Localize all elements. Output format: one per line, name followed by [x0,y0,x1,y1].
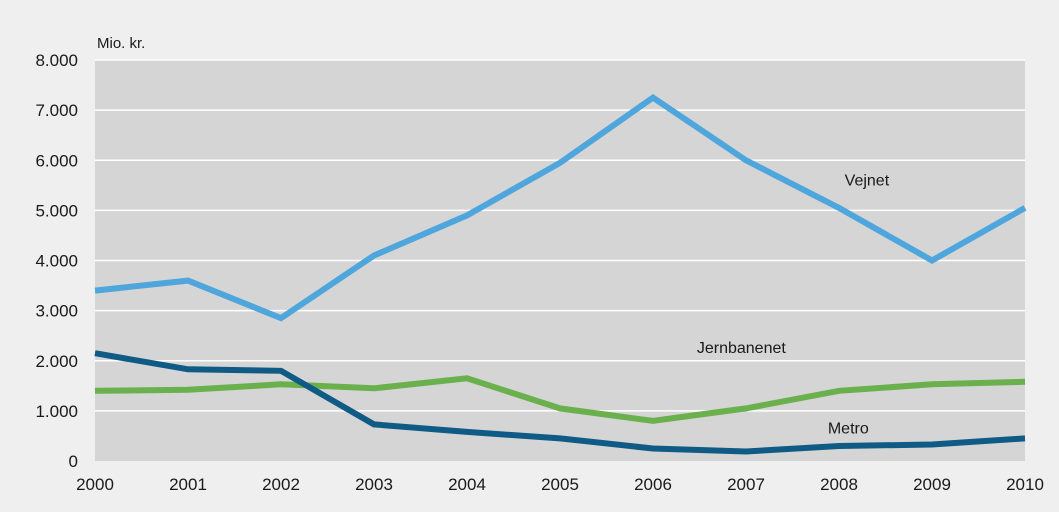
series-labels: Vejnet Jernbanenet Metro [697,172,890,437]
y-axis-ticks: 0 1.000 2.000 3.000 4.000 5.000 6.000 7.000 8.00… [35,51,78,471]
y-axis-unit-label: Mio. kr. [97,35,145,52]
y-tick-label: 4.000 [35,252,78,271]
series-label-vejnet: Vejnet [845,172,890,189]
x-tick-label: 2010 [1006,475,1044,494]
series-label-jernbanenet: Jernbanenet [697,340,787,357]
x-tick-label: 2001 [169,475,207,494]
x-axis-ticks: 2000 2001 2002 2003 2004 2005 2006 2007 2008 2009… [76,475,1044,494]
x-tick-label: 2008 [820,475,858,494]
y-tick-label: 8.000 [35,51,78,70]
y-tick-label: 5.000 [35,201,78,220]
x-tick-label: 2009 [913,475,951,494]
y-tick-label: 1.000 [35,402,78,421]
series-line-jernbanenet [94,375,1026,424]
x-tick-label: 2005 [541,475,579,494]
x-tick-label: 2004 [448,475,486,494]
series-line-vejnet [94,93,1027,322]
series-line-metro [94,350,1026,455]
x-tick-label: 2006 [634,475,672,494]
y-tick-label: 0 [69,452,78,471]
x-tick-label: 2003 [355,475,393,494]
y-tick-label: 3.000 [35,302,78,321]
series-lines [94,93,1027,455]
x-tick-label: 2007 [727,475,765,494]
series-label-metro: Metro [828,420,869,437]
y-tick-label: 7.000 [35,101,78,120]
x-tick-label: 2002 [262,475,300,494]
x-tick-label: 2000 [76,475,114,494]
y-tick-label: 2.000 [35,352,78,371]
y-tick-label: 6.000 [35,151,78,170]
